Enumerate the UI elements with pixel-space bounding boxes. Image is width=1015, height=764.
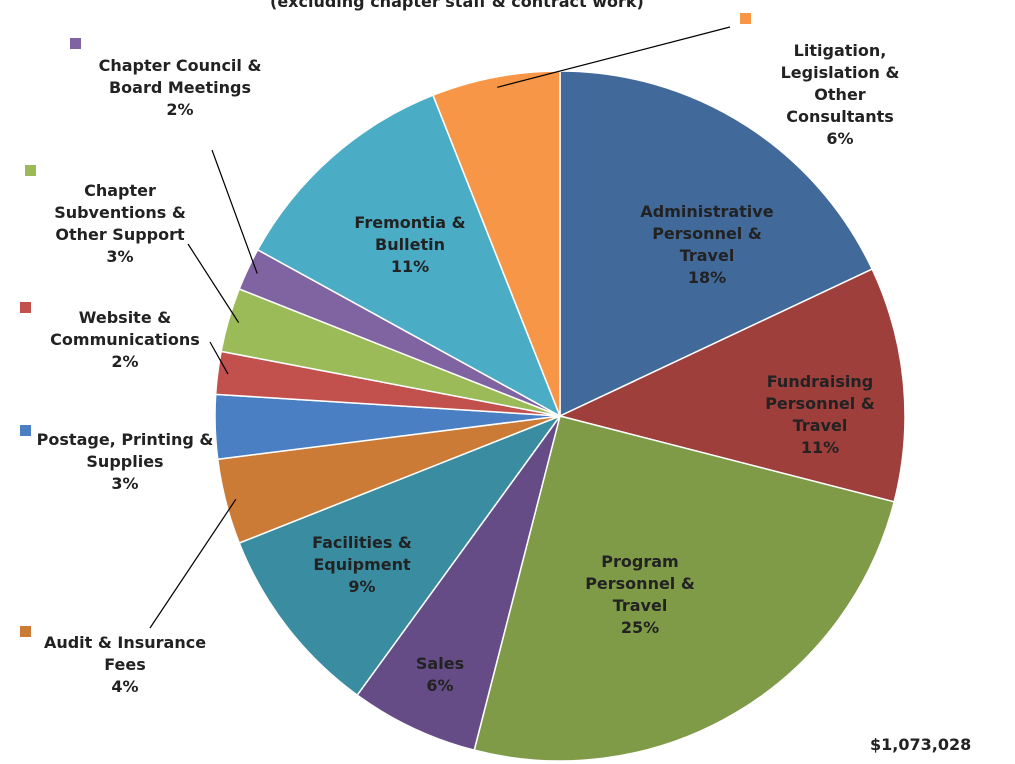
category-label: Chapter Council & Board Meetings <box>98 56 262 97</box>
category-label: Postage, Printing & Supplies <box>36 430 214 471</box>
value-label: 4% <box>111 677 139 696</box>
category-label: Sales <box>415 654 465 673</box>
legend-swatch <box>740 13 751 24</box>
category-label: Website & Communications <box>50 308 200 349</box>
slice-label: Sales 6% <box>410 653 470 697</box>
legend-swatch <box>20 425 31 436</box>
value-label: 11% <box>390 257 430 276</box>
value-label: 18% <box>687 268 727 287</box>
slice-label: Fremontia & Bulletin 11% <box>335 212 485 278</box>
legend-swatch <box>20 302 31 313</box>
subtitle: (excluding chapter staff & contract work… <box>270 0 644 11</box>
slice-label: Chapter Council & Board Meetings 2% <box>95 55 265 121</box>
slice-label: Chapter Subventions & Other Support 3% <box>35 180 205 268</box>
slice-label: Litigation, Legislation & Other Consulta… <box>760 40 920 150</box>
category-label: Audit & Insurance Fees <box>43 633 207 674</box>
category-label: Chapter Subventions & Other Support <box>54 181 186 244</box>
category-label: Litigation, Legislation & Other Consulta… <box>780 41 900 126</box>
leader-line <box>209 341 229 375</box>
legend-swatch <box>25 165 36 176</box>
value-label: 6% <box>826 129 854 148</box>
leader-line <box>149 498 237 629</box>
slice-label: Program Personnel & Travel 25% <box>575 551 705 639</box>
slice-label: Website & Communications 2% <box>25 307 225 373</box>
leader-line <box>187 243 240 323</box>
slice-label: Administrative Personnel & Travel 18% <box>627 201 787 289</box>
pie-slice <box>238 414 563 697</box>
slice-label: Postage, Printing & Supplies 3% <box>25 429 225 495</box>
pie-slice <box>356 415 561 752</box>
value-label: 3% <box>111 474 139 493</box>
pie-slice <box>557 268 906 503</box>
value-label: 25% <box>620 618 660 637</box>
slice-label: Facilities & Equipment 9% <box>292 532 432 598</box>
total-annotation: $1,073,028 <box>870 735 972 754</box>
value-label: 9% <box>348 577 376 596</box>
category-label: Administrative Personnel & Travel <box>640 202 774 265</box>
legend-swatch <box>20 626 31 637</box>
pie-slice <box>559 70 874 418</box>
value-label: 11% <box>800 438 840 457</box>
pie-slice <box>432 70 561 417</box>
pie-slice <box>256 94 562 418</box>
value-label: 2% <box>111 352 139 371</box>
category-label: Program Personnel & Travel <box>585 552 695 615</box>
value-label: 6% <box>426 676 454 695</box>
value-label: 3% <box>106 247 134 266</box>
category-label: Facilities & Equipment <box>312 533 412 574</box>
legend-swatch <box>70 38 81 49</box>
category-label: Fundraising Personnel & Travel <box>765 372 875 435</box>
leader-line <box>497 26 731 88</box>
value-label: 2% <box>166 100 194 119</box>
slice-label: Fundraising Personnel & Travel 11% <box>750 371 890 459</box>
category-label: Fremontia & Bulletin <box>354 213 466 254</box>
pie-slice <box>473 415 896 762</box>
slice-label: Audit & Insurance Fees 4% <box>30 632 220 698</box>
leader-line <box>211 149 258 274</box>
